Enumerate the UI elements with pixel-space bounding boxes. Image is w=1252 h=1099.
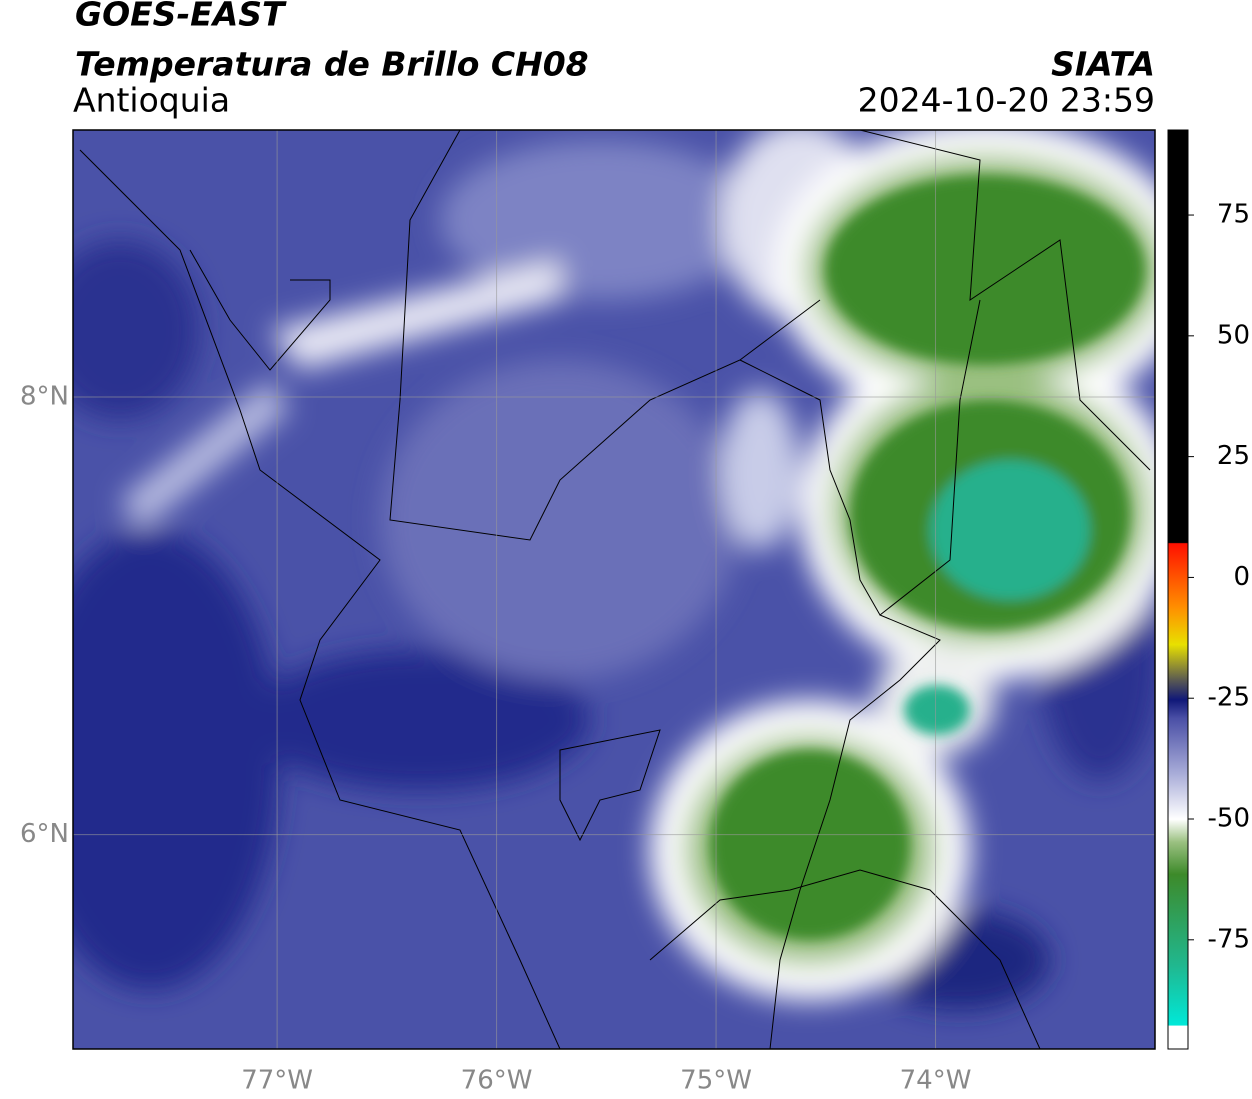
y-tick-label: 8°N [20,381,69,411]
colorbar-tick-label: 50 [1217,320,1250,350]
colorbar-tick-label: -25 [1208,683,1250,713]
x-tick-label: 77°W [241,1066,313,1096]
subtitle: Temperatura de Brillo CH08 [75,45,589,84]
colorbar-tick-label: -50 [1208,804,1250,834]
colorbar-tick-label: 0 [1233,562,1250,592]
y-tick-label: 6°N [20,819,69,849]
region: Antioquia [73,81,230,120]
x-tick-label: 76°W [461,1066,533,1096]
map-frame [72,129,1156,1050]
colorbar-tick-label: 75 [1217,200,1250,230]
title: GOES-EAST [75,0,287,34]
x-tick-label: 74°W [900,1066,972,1096]
colorbar-tick-label: 25 [1217,441,1250,471]
grid [73,130,1155,1049]
source: SIATA [1051,45,1155,84]
x-tick-label: 75°W [680,1066,752,1096]
colorbar [1167,129,1189,1050]
satellite-image [73,130,1155,1049]
timestamp: 2024-10-20 23:59 [858,81,1155,120]
colorbar-tick-label: -75 [1208,924,1250,954]
